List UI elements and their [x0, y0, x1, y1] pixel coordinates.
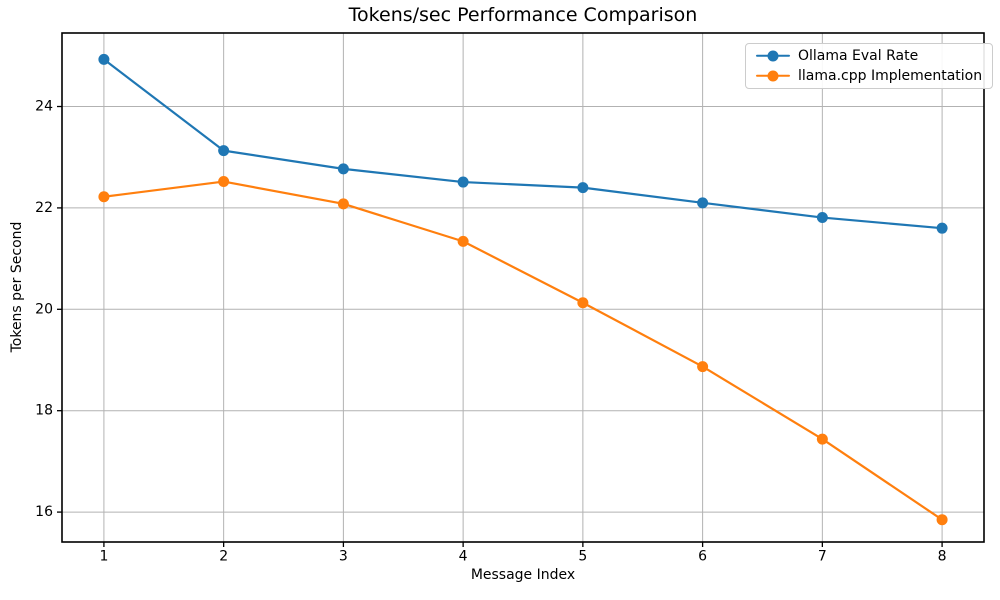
data-point-series1-x2: [218, 176, 230, 188]
axis-ticks: 1 2 3 4 5 6 7 8 16 18 20 22 24: [35, 99, 946, 565]
data-point-series1-x7: [816, 433, 828, 445]
y-tick-label: 24: [35, 99, 53, 115]
legend-label-llamacpp: llama.cpp Implementation: [798, 68, 983, 84]
data-point-series1-x8: [936, 514, 948, 526]
x-tick-label: 1: [99, 549, 108, 565]
legend-dot-icon: [767, 70, 779, 82]
plot-frame: [61, 32, 985, 543]
x-tick-label: 5: [578, 549, 587, 565]
x-tick-label: 7: [818, 549, 827, 565]
data-point-series0-x5: [577, 182, 589, 194]
x-axis-label: Message Index: [470, 567, 576, 583]
y-tick-label: 22: [35, 200, 53, 216]
legend-dot-icon: [767, 50, 779, 62]
data-point-series0-x1: [98, 53, 110, 65]
series-lines: [98, 53, 948, 526]
legend-line-marker-ollama: [756, 48, 790, 64]
data-point-series1-x4: [457, 235, 469, 247]
x-tick-label: 6: [698, 549, 707, 565]
series-line-1: [102, 180, 944, 521]
data-point-series0-x2: [218, 145, 230, 157]
series-line-0: [102, 58, 944, 230]
legend-item-ollama: Ollama Eval Rate: [756, 48, 982, 64]
y-tick-label: 18: [35, 403, 53, 419]
data-point-series1-x3: [337, 198, 349, 210]
data-point-series0-x7: [816, 212, 828, 224]
x-tick-label: 2: [219, 549, 228, 565]
data-point-series0-x3: [337, 163, 349, 175]
y-tick-label: 20: [35, 301, 53, 317]
legend-label-ollama: Ollama Eval Rate: [798, 48, 919, 64]
y-tick-label: 16: [35, 504, 53, 520]
data-point-series1-x1: [98, 191, 110, 203]
x-tick-label: 3: [339, 549, 348, 565]
axes-frame: [61, 32, 985, 543]
chart-title: Tokens/sec Performance Comparison: [348, 4, 698, 26]
data-point-series0-x4: [457, 176, 469, 188]
gridlines: [62, 33, 984, 542]
data-point-series0-x8: [936, 222, 948, 234]
x-tick-label: 8: [938, 549, 947, 565]
data-point-series1-x6: [697, 361, 709, 373]
data-point-series1-x5: [577, 297, 589, 309]
legend-box: Ollama Eval Rate llama.cpp Implementatio…: [745, 43, 994, 89]
legend-item-llamacpp: llama.cpp Implementation: [756, 68, 982, 84]
x-tick-label: 4: [459, 549, 468, 565]
data-point-series0-x6: [697, 197, 709, 209]
legend-line-marker-llamacpp: [756, 68, 790, 84]
